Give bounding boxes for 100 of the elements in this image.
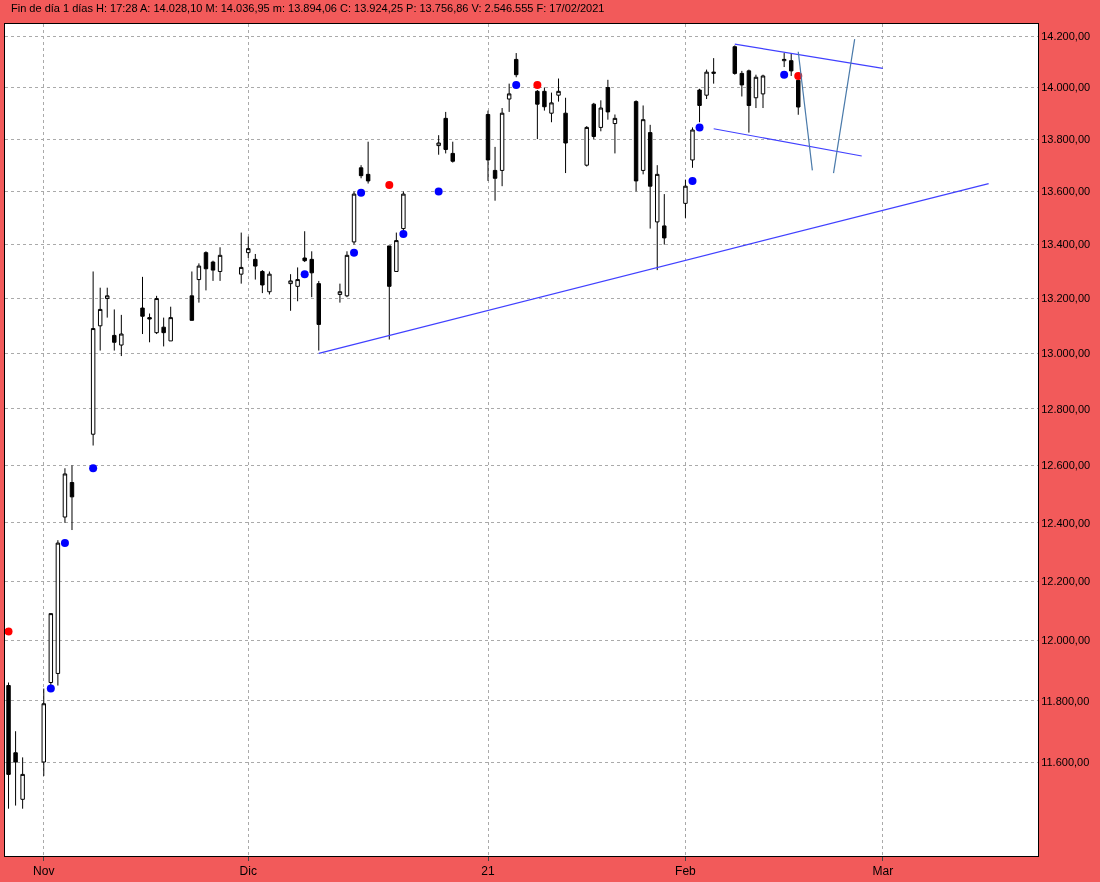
candlestick: [112, 308, 117, 352]
candlestick: [506, 83, 512, 113]
point: [5, 627, 13, 636]
candlestick: [13, 730, 18, 807]
candlestick: [760, 74, 766, 109]
x-tick-label: Mar: [872, 864, 894, 879]
point: [300, 270, 309, 279]
candlestick: [683, 179, 688, 219]
x-tick-label: Feb: [675, 864, 697, 879]
candlestick: [344, 250, 350, 298]
candlestick: [535, 89, 540, 140]
candlestick: [119, 314, 124, 357]
candlestick: [365, 141, 371, 185]
candlestick: [584, 125, 589, 167]
candlestick: [154, 295, 159, 335]
candlestick: [690, 126, 695, 169]
point: [385, 180, 394, 189]
point: [512, 80, 521, 89]
candlestick: [450, 141, 455, 164]
candlestick: [196, 262, 202, 304]
candlestick: [97, 287, 103, 352]
candlestick: [62, 467, 68, 524]
candlestick: [203, 250, 209, 291]
candlestick: [90, 270, 96, 447]
candlestick: [147, 313, 152, 343]
candlestick: [788, 52, 794, 77]
candlestick: [358, 164, 364, 179]
point: [533, 80, 542, 89]
candlestick: [647, 124, 653, 230]
candlestick: [739, 70, 745, 97]
candlestick: [161, 317, 166, 347]
candlestick: [288, 273, 293, 312]
candlestick: [492, 146, 498, 202]
candlestick: [217, 246, 223, 282]
candlestick: [41, 688, 47, 777]
point: [46, 684, 55, 693]
candlestick: [732, 44, 738, 76]
candlestick: [697, 88, 702, 123]
y-tick-label: 12.000,00: [1041, 634, 1091, 647]
candlestick: [485, 110, 491, 182]
y-tick-label: 12.200,00: [1041, 574, 1091, 587]
y-tick-label: 13.200,00: [1041, 292, 1091, 305]
candlestick: [238, 232, 244, 285]
point: [357, 188, 366, 197]
candlestick: [387, 245, 392, 341]
y-tick-label: 11.800,00: [1041, 694, 1090, 707]
candlestick: [746, 69, 752, 134]
candlestick: [753, 74, 759, 109]
y-tick-label: 11.600,00: [1041, 755, 1090, 768]
point: [434, 187, 443, 196]
point: [60, 539, 69, 548]
y-tick-label: 13.400,00: [1041, 238, 1091, 251]
candlestick: [55, 539, 61, 687]
candlestick: [105, 287, 110, 319]
candlestick: [556, 78, 561, 103]
y-tick-label: 12.800,00: [1041, 402, 1091, 415]
candlestick: [309, 250, 314, 298]
candlestick: [246, 236, 251, 259]
y-tick-label: 12.600,00: [1041, 459, 1091, 472]
candlestick: [662, 193, 667, 246]
candlestick: [612, 113, 618, 154]
candlestick: [549, 92, 554, 123]
candlestick: [295, 266, 300, 302]
candlestick: [210, 260, 216, 282]
x-tick-label: 21: [481, 864, 495, 879]
point: [780, 70, 789, 79]
candlestick: [513, 52, 519, 78]
candlestick: [394, 232, 399, 272]
chart-title: Fin de día 1 días H: 17:28 A: 14.028,10 M: 14.036,95 m: 13.894,06 C: 13.924,25 P: 13.756,86 V: 2.546.555 F: 17/02/2021: [11, 2, 605, 15]
x-tick-label: Nov: [33, 864, 55, 879]
candlestick: [598, 99, 604, 132]
candlestick: [563, 97, 568, 174]
candlestick: [711, 57, 716, 85]
candlestick: [337, 283, 343, 304]
candlestick: [253, 253, 258, 281]
point: [399, 229, 408, 238]
candlestick: [20, 756, 25, 810]
candlestick: [781, 52, 787, 68]
y-tick-label: 13.000,00: [1041, 347, 1091, 360]
x-tick-label: Dic: [239, 864, 257, 879]
candlestick: [267, 270, 272, 295]
candlestick: [704, 69, 709, 100]
y-tick-label: 13.800,00: [1041, 132, 1091, 145]
candlestick: [189, 270, 195, 321]
candlestick: [542, 86, 547, 112]
candlestick: [443, 111, 448, 154]
candlestick: [640, 104, 646, 175]
y-tick-label: 12.400,00: [1041, 516, 1091, 529]
candlestick: [140, 276, 145, 335]
candlestick: [591, 102, 596, 140]
point: [350, 248, 359, 257]
candlestick: [316, 280, 322, 352]
point: [688, 176, 697, 185]
candlestick: [655, 164, 660, 271]
candlestick: [260, 269, 265, 294]
candlestick: [499, 107, 505, 187]
candlestick: [351, 190, 357, 246]
candlestick: [633, 99, 639, 192]
candlestick: [69, 464, 75, 531]
point: [89, 464, 98, 473]
